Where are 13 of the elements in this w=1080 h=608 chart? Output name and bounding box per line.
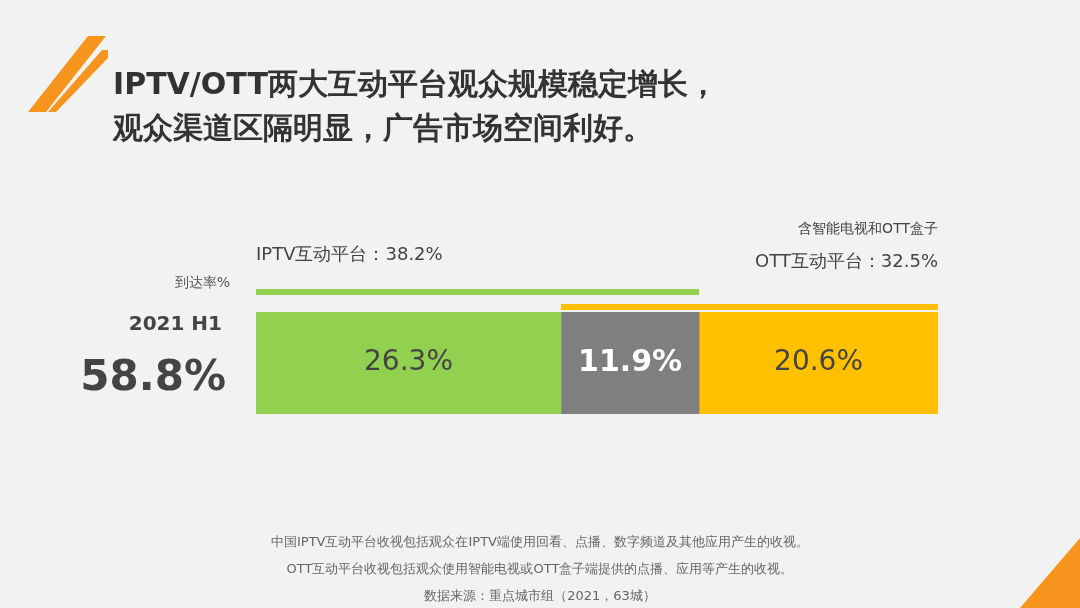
data-label: 20.6% — [774, 344, 864, 378]
text: 含智能电视和OTT盒子 — [798, 219, 938, 236]
data-label: 26.3% — [364, 344, 453, 378]
source-note: 数据来源：重点城市组（2021，63城） — [423, 587, 657, 605]
y-axis-title: 到达率% — [174, 273, 230, 290]
total-label: 58.8% — [80, 350, 226, 400]
y-tick-label: 2021 H1 — [128, 311, 222, 336]
text: OTT互动平台收视包括观众使用智能电视或OTT盒子端提供的点播、应用等产生的收视。 — [285, 560, 795, 578]
text: IPTV互动平台：38.2% — [256, 242, 443, 264]
data-label: 11.9% — [578, 342, 683, 378]
chart-title: IPTV/OTT两大互动平台观众规模稳定增长，观众渠道区隔明显，广告市场空间利好。 — [113, 65, 719, 147]
text: 中国IPTV互动平台收视包括观众在IPTV端使用回看、点播、数字频道及其他应用产生的收视。 — [270, 533, 810, 551]
text: OTT互动平台：32.5% — [754, 249, 938, 271]
